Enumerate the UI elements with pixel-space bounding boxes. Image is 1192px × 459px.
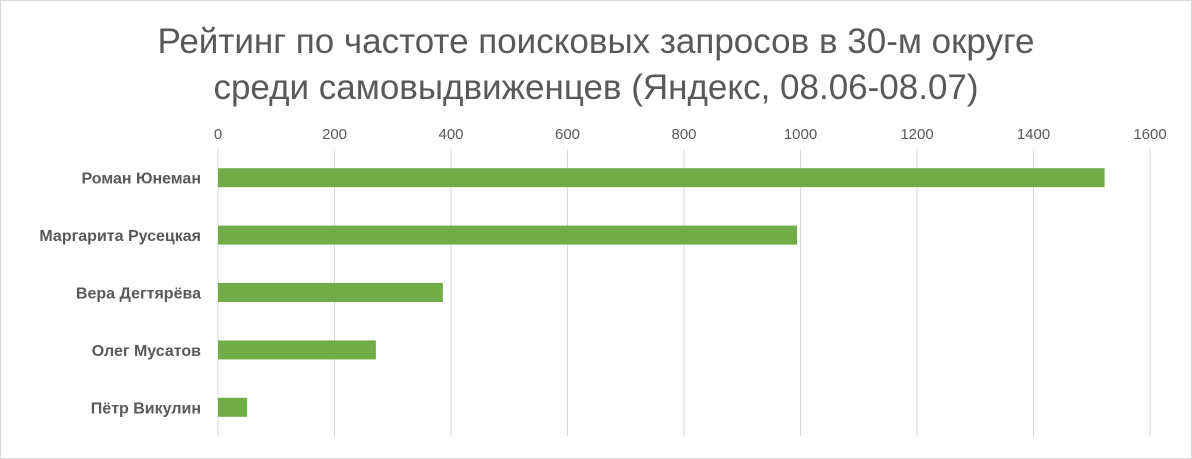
- chart-title-line-2: среди самовыдвиженцев (Яндекс, 08.06-08.…: [213, 68, 979, 107]
- bar: [218, 340, 376, 360]
- x-tick-label: 200: [322, 126, 347, 143]
- bar: [218, 283, 443, 302]
- x-tick-label: 0: [214, 126, 222, 143]
- x-tick-label: 1200: [900, 126, 933, 143]
- bar: [218, 225, 798, 245]
- x-tick-label: 800: [671, 126, 696, 143]
- bar: [218, 397, 248, 417]
- chart-title: Рейтинг по частоте поисковых запросов в …: [1, 19, 1191, 111]
- x-tick-label: 1000: [784, 126, 817, 143]
- category-label: Пётр Викулин: [91, 400, 201, 417]
- x-tick-label: 600: [555, 126, 580, 143]
- x-tick-label: 1400: [1017, 126, 1050, 143]
- category-label: Роман Юнеман: [81, 171, 201, 188]
- x-tick-label: 400: [438, 126, 463, 143]
- category-label: Вера Дегтярёва: [76, 286, 201, 303]
- x-tick-label: 1600: [1133, 126, 1166, 143]
- chart-title-line-1: Рейтинг по частоте поисковых запросов в …: [157, 22, 1035, 61]
- bar: [218, 168, 1105, 188]
- category-label: Олег Мусатов: [92, 343, 201, 360]
- category-label: Маргарита Русецкая: [39, 228, 201, 245]
